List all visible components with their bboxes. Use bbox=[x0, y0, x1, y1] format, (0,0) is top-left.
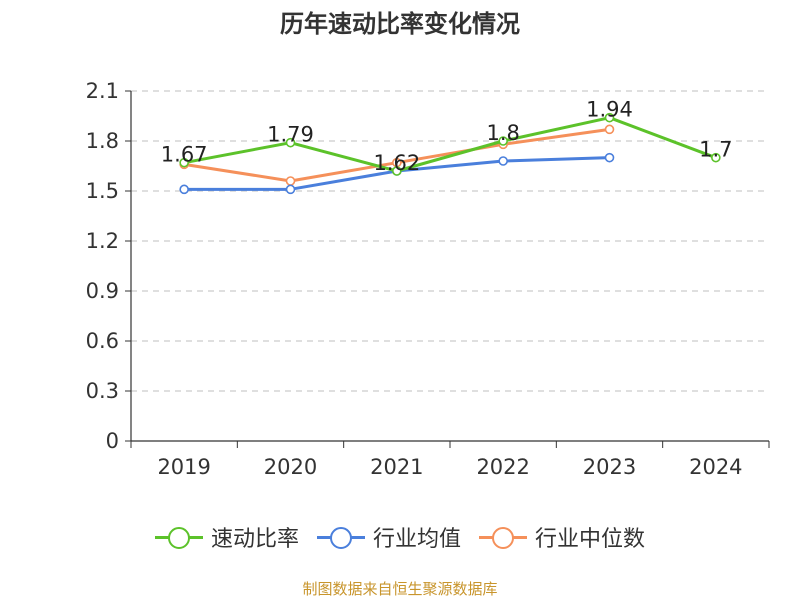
y-tick-label: 0.6 bbox=[86, 329, 119, 353]
x-tick-label: 2023 bbox=[583, 455, 636, 479]
series-line bbox=[183, 116, 717, 173]
data-label: 1.67 bbox=[161, 143, 208, 167]
y-axis-labels: 0 0.3 0.6 0.9 1.2 1.5 1.8 2.1 bbox=[86, 79, 119, 453]
data-label: 1.62 bbox=[373, 151, 420, 175]
legend-label: 行业中位数 bbox=[535, 527, 646, 552]
chart-title: 历年速动比率变化情况 bbox=[280, 10, 520, 38]
data-point bbox=[285, 184, 296, 195]
data-label: 1.8 bbox=[486, 121, 519, 145]
y-tick-label: 1.8 bbox=[86, 129, 119, 153]
y-tick-label: 1.2 bbox=[86, 229, 119, 253]
data-labels: 1.67 1.79 1.62 1.8 1.94 1.7 bbox=[161, 98, 733, 175]
series-lines bbox=[179, 112, 721, 195]
source-note: 制图数据来自恒生聚源数据库 bbox=[302, 580, 498, 598]
y-tick-label: 0 bbox=[106, 429, 119, 453]
legend-marker-icon bbox=[479, 525, 527, 549]
data-point bbox=[604, 152, 615, 163]
data-point bbox=[179, 157, 189, 168]
data-point bbox=[604, 112, 615, 123]
data-label: 1.94 bbox=[586, 98, 633, 122]
data-point bbox=[498, 136, 508, 146]
data-point bbox=[711, 152, 721, 163]
y-tick-label: 2.1 bbox=[86, 79, 119, 103]
data-point bbox=[285, 176, 296, 186]
y-tick-label: 0.9 bbox=[86, 279, 119, 303]
legend: 速动比率 行业均值 行业中位数 bbox=[0, 520, 800, 554]
x-tick-label: 2021 bbox=[370, 455, 423, 479]
legend-item-industry-mean[interactable]: 行业均值 bbox=[316, 521, 461, 553]
x-axis-labels: 2019 2020 2021 2022 2023 2024 bbox=[157, 455, 742, 479]
data-label: 1.7 bbox=[699, 138, 732, 162]
data-point bbox=[179, 184, 189, 195]
legend-label: 速动比率 bbox=[210, 527, 299, 552]
y-tick-label: 0.3 bbox=[86, 379, 119, 403]
x-tick-label: 2019 bbox=[157, 455, 210, 479]
data-label: 1.79 bbox=[267, 123, 314, 147]
axes bbox=[125, 90, 770, 448]
legend-label: 行业均值 bbox=[372, 527, 461, 552]
legend-marker-icon bbox=[154, 525, 203, 549]
legend-marker-icon bbox=[316, 525, 365, 549]
y-tick-label: 1.5 bbox=[86, 179, 119, 203]
grid-lines bbox=[131, 90, 769, 392]
data-point bbox=[285, 137, 296, 148]
x-tick-label: 2024 bbox=[689, 455, 742, 479]
data-point bbox=[498, 156, 508, 166]
legend-item-industry-median[interactable]: 行业中位数 bbox=[479, 521, 645, 553]
x-tick-label: 2020 bbox=[264, 455, 317, 479]
legend-item-quick-ratio[interactable]: 速动比率 bbox=[154, 521, 299, 553]
data-point bbox=[392, 166, 402, 176]
x-tick-label: 2022 bbox=[476, 455, 529, 479]
data-point bbox=[604, 124, 615, 135]
